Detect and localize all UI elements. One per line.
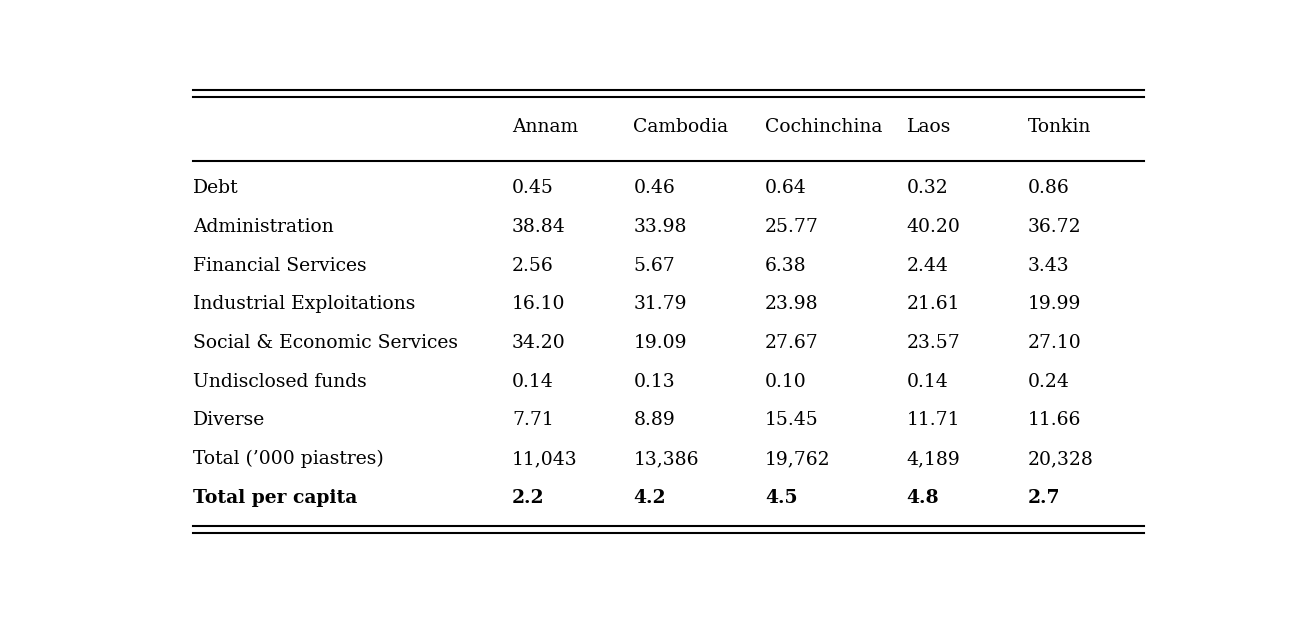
Text: 19,762: 19,762 <box>765 450 830 468</box>
Text: Total per capita: Total per capita <box>193 489 358 507</box>
Text: 0.13: 0.13 <box>633 373 675 391</box>
Text: 34.20: 34.20 <box>512 334 566 352</box>
Text: 15.45: 15.45 <box>765 411 818 429</box>
Text: 36.72: 36.72 <box>1028 218 1082 236</box>
Text: Industrial Exploitations: Industrial Exploitations <box>193 296 416 313</box>
Text: 13,386: 13,386 <box>633 450 699 468</box>
Text: 2.56: 2.56 <box>512 257 553 275</box>
Text: 27.10: 27.10 <box>1028 334 1082 352</box>
Text: 31.79: 31.79 <box>633 296 686 313</box>
Text: 0.14: 0.14 <box>512 373 553 391</box>
Text: Cochinchina: Cochinchina <box>765 118 882 136</box>
Text: 6.38: 6.38 <box>765 257 806 275</box>
Text: 4.5: 4.5 <box>765 489 797 507</box>
Text: Social & Economic Services: Social & Economic Services <box>193 334 458 352</box>
Text: 7.71: 7.71 <box>512 411 553 429</box>
Text: 0.45: 0.45 <box>512 180 553 197</box>
Text: Debt: Debt <box>193 180 239 197</box>
Text: 25.77: 25.77 <box>765 218 818 236</box>
Text: Tonkin: Tonkin <box>1028 118 1091 136</box>
Text: 5.67: 5.67 <box>633 257 675 275</box>
Text: 19.99: 19.99 <box>1028 296 1082 313</box>
Text: Undisclosed funds: Undisclosed funds <box>193 373 367 391</box>
Text: Financial Services: Financial Services <box>193 257 367 275</box>
Text: Cambodia: Cambodia <box>633 118 728 136</box>
Text: 23.98: 23.98 <box>765 296 818 313</box>
Text: 8.89: 8.89 <box>633 411 675 429</box>
Text: 11,043: 11,043 <box>512 450 578 468</box>
Text: 0.10: 0.10 <box>765 373 806 391</box>
Text: 33.98: 33.98 <box>633 218 686 236</box>
Text: 11.66: 11.66 <box>1028 411 1082 429</box>
Text: 0.46: 0.46 <box>633 180 675 197</box>
Text: Total (’000 piastres): Total (’000 piastres) <box>193 450 384 468</box>
Text: 2.2: 2.2 <box>512 489 544 507</box>
Text: 11.71: 11.71 <box>907 411 960 429</box>
Text: 4.2: 4.2 <box>633 489 666 507</box>
Text: 0.14: 0.14 <box>907 373 949 391</box>
Text: 0.64: 0.64 <box>765 180 806 197</box>
Text: 27.67: 27.67 <box>765 334 818 352</box>
Text: Diverse: Diverse <box>193 411 266 429</box>
Text: Laos: Laos <box>907 118 951 136</box>
Text: 0.86: 0.86 <box>1028 180 1070 197</box>
Text: 0.32: 0.32 <box>907 180 949 197</box>
Text: 2.44: 2.44 <box>907 257 949 275</box>
Text: 38.84: 38.84 <box>512 218 566 236</box>
Text: Administration: Administration <box>193 218 334 236</box>
Text: 40.20: 40.20 <box>907 218 960 236</box>
Text: 3.43: 3.43 <box>1028 257 1070 275</box>
Text: 0.24: 0.24 <box>1028 373 1070 391</box>
Text: 19.09: 19.09 <box>633 334 686 352</box>
Text: 4.8: 4.8 <box>907 489 940 507</box>
Text: 2.7: 2.7 <box>1028 489 1061 507</box>
Text: 20,328: 20,328 <box>1028 450 1094 468</box>
Text: 4,189: 4,189 <box>907 450 960 468</box>
Text: 23.57: 23.57 <box>907 334 960 352</box>
Text: 16.10: 16.10 <box>512 296 565 313</box>
Text: Annam: Annam <box>512 118 578 136</box>
Text: 21.61: 21.61 <box>907 296 960 313</box>
